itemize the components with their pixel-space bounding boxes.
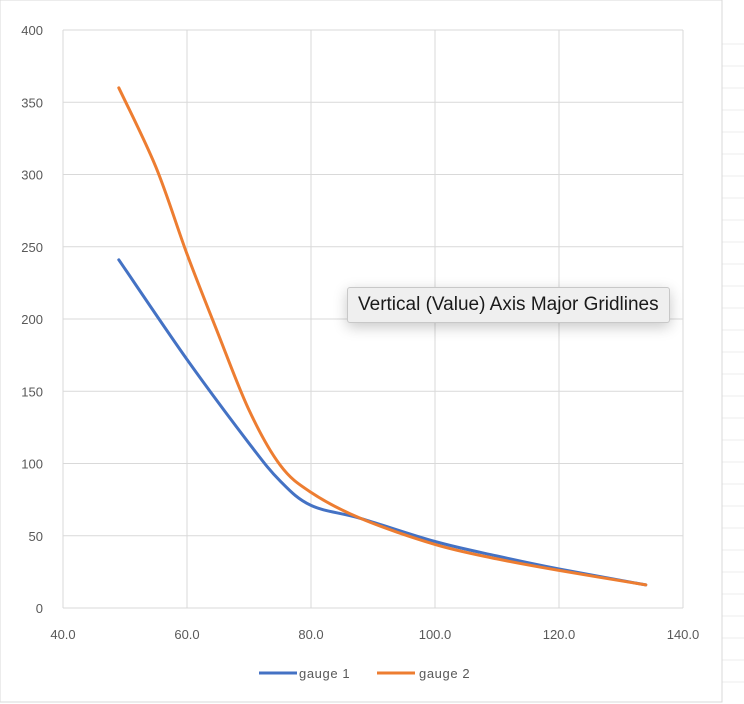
gridlines[interactable] <box>62 29 684 609</box>
y-tick-label: 400 <box>21 23 43 38</box>
y-tick-label: 200 <box>21 312 43 327</box>
gridlines-tooltip: Vertical (Value) Axis Major Gridlines <box>347 287 670 323</box>
y-tick-label: 0 <box>36 601 43 616</box>
x-tick-label: 80.0 <box>298 627 323 642</box>
x-tick-label: 100.0 <box>419 627 452 642</box>
y-tick-label: 100 <box>21 457 43 472</box>
x-axis-tick-labels: 40.0 60.0 80.0 100.0 120.0 140.0 <box>50 627 699 642</box>
series-line-gauge-1[interactable] <box>117 258 648 587</box>
x-tick-label: 140.0 <box>667 627 700 642</box>
legend[interactable]: gauge 1 gauge 2 <box>259 666 470 681</box>
series-lines[interactable] <box>117 86 648 587</box>
y-tick-label: 250 <box>21 240 43 255</box>
legend-label-gauge-1: gauge 1 <box>299 666 350 681</box>
series-line-gauge-2[interactable] <box>117 86 648 587</box>
x-tick-label: 120.0 <box>543 627 576 642</box>
y-tick-label: 150 <box>21 384 43 399</box>
y-tick-label: 50 <box>29 529 43 544</box>
x-tick-label: 60.0 <box>174 627 199 642</box>
legend-label-gauge-2: gauge 2 <box>419 666 470 681</box>
y-tick-label: 300 <box>21 168 43 183</box>
y-axis-tick-labels: 0 50 100 150 200 250 300 350 400 <box>21 23 43 616</box>
y-tick-label: 350 <box>21 95 43 110</box>
x-tick-label: 40.0 <box>50 627 75 642</box>
chart-area[interactable] <box>0 0 723 703</box>
